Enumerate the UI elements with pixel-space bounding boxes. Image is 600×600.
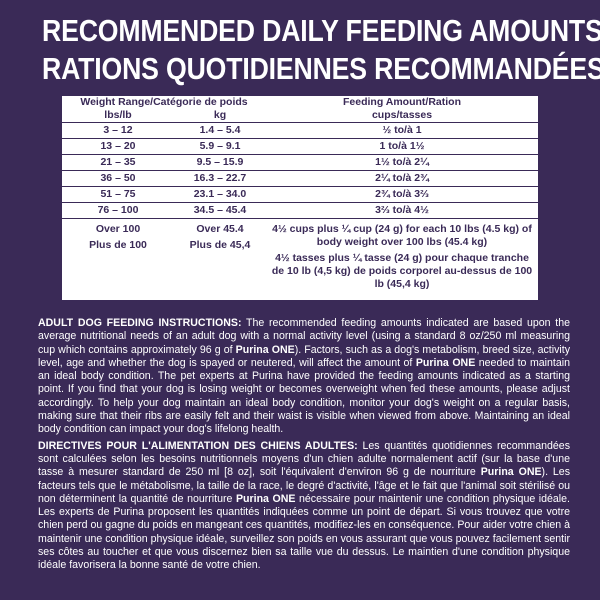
header-row: lbs/lb kg cups/tasses — [62, 109, 538, 123]
header-row: Weight Range/Catégorie de poids Feeding A… — [62, 96, 538, 109]
table-row: Over 100 Plus de 100 Over 45.4 Plus de 45,4… — [62, 218, 538, 300]
bold-text: Purina ONE — [235, 343, 295, 356]
table-body: Weight Range/Catégorie de poids Feeding A… — [62, 96, 538, 300]
table-cell: 23.1 – 34.0 — [174, 186, 266, 203]
table-cell: 5.9 – 9.1 — [174, 138, 266, 155]
feeding-table: Weight Range/Catégorie de poids Feeding A… — [62, 96, 538, 300]
table-cell: 3 – 12 — [62, 122, 174, 139]
text: needed to maintain an ideal body conditi… — [38, 356, 570, 436]
table-cell: 3⅔ to/à 4½ — [266, 202, 538, 219]
table-cell: Over 45.4 Plus de 45,4 — [174, 218, 266, 300]
header-cell: Weight Range/Catégorie de poids — [80, 96, 248, 108]
table-cell: 9.5 – 15.9 — [174, 154, 266, 171]
bold-text: ADULT DOG FEEDING INSTRUCTIONS: — [38, 317, 242, 329]
text: nécessaire pour maintenir une condition … — [38, 492, 570, 572]
header-cell: lbs/lb — [104, 109, 132, 121]
table-cell: 4½ cups plus ¼ cup (24 g) for each 10 lb… — [266, 218, 538, 300]
table-cell: 51 – 75 — [62, 186, 174, 203]
cell-line: Over 45.4 — [196, 223, 244, 235]
paragraph: DIRECTIVES POUR L'ALIMENTATION DES CHIEN… — [38, 440, 570, 573]
title: RECOMMENDED DAILY FEEDING AMOUNTS / RATI… — [0, 12, 600, 88]
cell-line: Over 100 — [95, 223, 141, 235]
bold-text: Purina ONE — [480, 466, 542, 479]
text: ). Factors, such as a dog's metabolism, … — [38, 343, 570, 369]
table-row: 13 – 20 5.9 – 9.1 1 to/à 1½ — [62, 138, 538, 155]
bold-text: DIRECTIVES POUR L'ALIMENTATION DES CHIEN… — [38, 439, 358, 452]
table-cell: 13 – 20 — [62, 138, 174, 155]
title-line: RATIONS QUOTIDIENNES RECOMMANDÉES — [42, 51, 600, 86]
table-row: 51 – 75 23.1 – 34.0 2¾ to/à 3⅔ — [62, 186, 538, 203]
title-line: RECOMMENDED DAILY FEEDING AMOUNTS / — [42, 13, 600, 48]
table-cell: 1 to/à 1½ — [266, 138, 538, 155]
cell-line: Plus de 45,4 — [189, 239, 251, 251]
table-cell: 76 – 100 — [62, 202, 174, 219]
cell-line: 4½ cups plus ¼ cup (24 g) for each 10 lb… — [272, 223, 532, 248]
table-cell: 36 – 50 — [62, 170, 174, 187]
table-cell: 16.3 – 22.7 — [174, 170, 266, 187]
header-cell: kg — [213, 109, 227, 121]
header-cell: Feeding Amount/Ration — [342, 96, 462, 108]
table-row: 36 – 50 16.3 – 22.7 2¼ to/à 2¾ — [62, 170, 538, 187]
table-cell: 2¾ to/à 3⅔ — [266, 186, 538, 203]
table-cell: ½ to/à 1 — [266, 122, 538, 139]
table-cell: Over 100 Plus de 100 — [62, 218, 174, 300]
table-cell: 21 – 35 — [62, 154, 174, 171]
text: ). Les facteurs tels que le métabolisme,… — [38, 466, 570, 505]
text: Les quantités quotidiennes recommandées … — [38, 439, 570, 479]
bold-text: Purina ONE — [235, 492, 296, 505]
bold-text: Purina ONE — [415, 356, 476, 369]
header-cell: cups/tasses — [371, 109, 433, 121]
table-cell: 34.5 – 45.4 — [174, 202, 266, 219]
paragraph: ADULT DOG FEEDING INSTRUCTIONS: The reco… — [38, 317, 570, 437]
table-cell: 2¼ to/à 2¾ — [266, 170, 538, 187]
table-row: 21 – 35 9.5 – 15.9 1½ to/à 2¼ — [62, 154, 538, 171]
table-cell: 1½ to/à 2¼ — [266, 154, 538, 171]
table-row: 76 – 100 34.5 – 45.4 3⅔ to/à 4½ — [62, 202, 538, 219]
instructions: ADULT DOG FEEDING INSTRUCTIONS: The reco… — [38, 317, 570, 576]
cell-line: 4½ tasses plus ¼ tasse (24 g) pour chaqu… — [271, 252, 533, 290]
table-row: 3 – 12 1.4 – 5.4 ½ to/à 1 — [62, 122, 538, 139]
text: The recommended feeding amounts indicate… — [38, 317, 570, 356]
cell-line: Plus de 100 — [89, 239, 147, 251]
table-cell: 1.4 – 5.4 — [174, 122, 266, 139]
